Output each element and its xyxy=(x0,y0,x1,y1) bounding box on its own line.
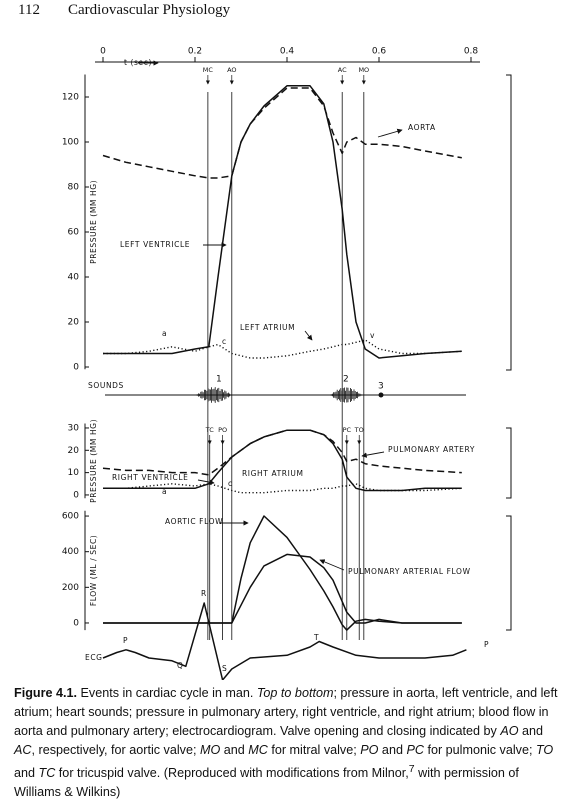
y-tick-label: 80 xyxy=(68,183,80,193)
annotation: c xyxy=(228,479,233,488)
caption-text: AO xyxy=(500,724,519,738)
sound-marker: 2 xyxy=(343,375,349,385)
annotation: a xyxy=(162,487,167,496)
caption-text: MO xyxy=(199,743,221,757)
caption-text: and xyxy=(14,766,39,781)
caption-text: 7 xyxy=(408,763,415,775)
sound-marker: 1 xyxy=(216,375,222,385)
sounds-label: SOUNDS xyxy=(88,381,124,390)
annotation: a xyxy=(162,329,167,338)
valve-label: AO xyxy=(227,66,236,74)
series-line xyxy=(103,483,462,494)
y-tick-label: 20 xyxy=(68,446,80,456)
caption-text: Events in cardiac cycle in man. xyxy=(77,686,257,700)
caption-text: and xyxy=(378,743,407,757)
caption-text: and xyxy=(220,743,249,757)
caption-text: Top to bottom xyxy=(256,686,334,700)
x-tick-label: 0.2 xyxy=(188,47,202,57)
caption-text: for mitral valve; xyxy=(267,743,361,757)
y-tick-label: 30 xyxy=(68,423,80,433)
series-label: LEFT VENTRICLE xyxy=(120,240,190,249)
y-tick-label: 0 xyxy=(73,618,79,628)
series-line xyxy=(102,87,462,179)
x-tick-label: 0.8 xyxy=(464,47,479,57)
valve-label: PO xyxy=(218,426,227,434)
series-label: PULMONARY ARTERY xyxy=(388,445,475,454)
annotation: S xyxy=(222,664,227,673)
bracket xyxy=(506,74,512,631)
valve-label: AC xyxy=(338,66,347,74)
series-line xyxy=(103,339,462,359)
valve-label: TC xyxy=(205,426,215,434)
caption-text: , respectively, for aortic valve; xyxy=(31,743,200,757)
figure-caption: Figure 4.1. Events in cardiac cycle in m… xyxy=(14,684,564,802)
y-tick-label: 120 xyxy=(62,93,79,103)
caption-text: TC xyxy=(38,766,56,781)
y-tick-label: 60 xyxy=(68,228,80,238)
y-tick-label: 40 xyxy=(68,273,80,283)
y-tick-label: 10 xyxy=(68,468,80,478)
y-tick-label: 0 xyxy=(73,363,79,373)
series-label: LEFT ATRIUM xyxy=(240,323,295,332)
y-axis-label: FLOW (ML / SEC) xyxy=(89,535,98,606)
valve-label: TO xyxy=(354,426,364,434)
caption-text: MC xyxy=(248,743,268,757)
ecg-label: ECG xyxy=(85,653,103,662)
page-number: 112 xyxy=(18,2,40,18)
series-line xyxy=(102,602,467,680)
sound-burst xyxy=(378,392,384,398)
figure: t (sec) AORTA LEFT VENTRICLE LEFT ATRIUM… xyxy=(62,47,512,680)
sound-marker: 3 xyxy=(378,382,384,392)
series-label: PULMONARY ARTERIAL FLOW xyxy=(348,567,471,576)
valve-label: MC xyxy=(203,66,214,74)
sound-burst xyxy=(196,387,362,403)
caption-text: with permission of Williams & Wilkins) xyxy=(14,766,519,800)
x-tick-label: 0.6 xyxy=(372,47,387,57)
y-axis-label: PRESSURE (MM HG) xyxy=(89,419,98,503)
series-label: AORTIC FLOW xyxy=(165,517,223,526)
y-tick-label: 200 xyxy=(62,583,79,593)
series-line xyxy=(103,553,462,624)
caption-text: PO xyxy=(360,743,379,757)
x-tick-label: 0.4 xyxy=(280,47,295,57)
annotation: R xyxy=(201,589,207,598)
y-axis-label: PRESSURE (MM HG) xyxy=(89,180,98,264)
caption-text: for tricuspid valve. (Reproduced with mo… xyxy=(55,766,409,781)
y-tick-label: 400 xyxy=(62,547,79,557)
caption-label: Figure 4.1. xyxy=(14,686,77,700)
annotation: v xyxy=(370,331,375,340)
caption-text: PC xyxy=(406,743,424,757)
caption-text: TO xyxy=(535,743,554,757)
y-tick-label: 100 xyxy=(62,138,79,148)
y-tick-label: 0 xyxy=(73,490,79,500)
series-label: AORTA xyxy=(408,123,436,132)
series-label: RIGHT VENTRICLE xyxy=(112,473,188,482)
valve-label: MO xyxy=(358,66,369,74)
x-tick-label: 0 xyxy=(100,47,106,57)
y-tick-label: 20 xyxy=(68,318,80,328)
annotation: Q xyxy=(177,661,184,670)
caption-text: AC xyxy=(14,743,32,757)
caption-text: ; pressure in aorta, left ventricle, and… xyxy=(14,686,558,738)
annotation: c xyxy=(222,337,227,346)
running-title: Cardiovascular Physiology xyxy=(68,2,231,18)
annotation: P xyxy=(484,640,489,649)
caption-text: and xyxy=(518,724,544,738)
annotation: T xyxy=(313,633,319,642)
caption-text: for pulmonic valve; xyxy=(423,743,536,757)
y-tick-label: 600 xyxy=(62,512,79,522)
valve-label: PC xyxy=(343,426,352,434)
annotation: P xyxy=(123,636,128,645)
label-arrow xyxy=(138,60,403,571)
series-label: RIGHT ATRIUM xyxy=(242,469,304,478)
series-line xyxy=(103,429,462,492)
series-line xyxy=(103,85,462,359)
